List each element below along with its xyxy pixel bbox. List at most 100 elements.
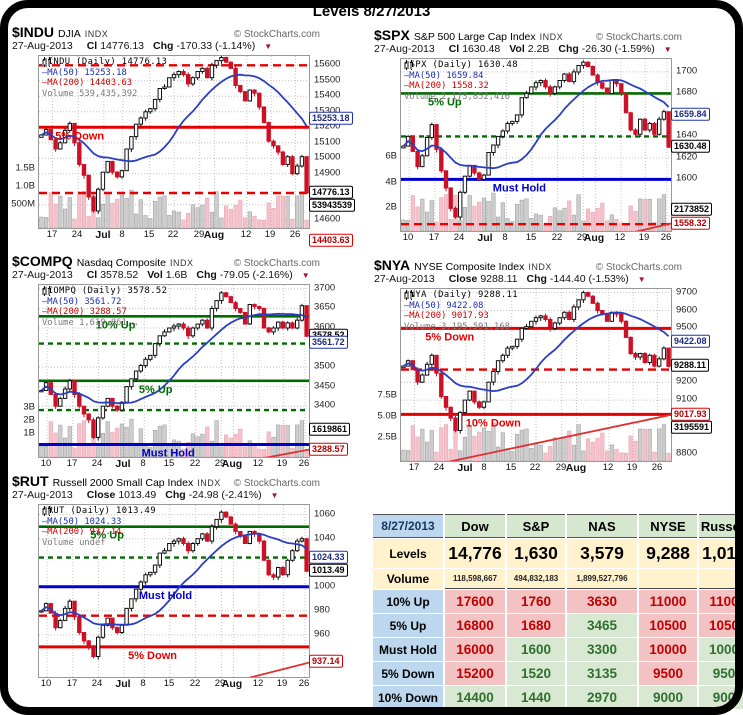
x-axis-tick: 26 [298, 458, 310, 469]
threshold-row: 5% Up 16800 1680 3465 10500 1050 [373, 614, 743, 637]
chg-dropdown-icon[interactable]: ▼ [264, 42, 273, 51]
threshold-value: 1000 [699, 638, 743, 661]
volume-axis-tick: 4B [385, 176, 397, 188]
chart-legend: $SPX (Daily) 1630.48 —MA(50) 1659.84 —MA… [404, 60, 518, 102]
legend-ma200: —MA(200) 937.14 [42, 527, 122, 538]
threshold-value: 1100 [699, 590, 743, 613]
volume-axis-tick: 1B [23, 427, 35, 439]
price-tag: 1619861 [309, 422, 351, 436]
price-volume-plot: 5% Down [39, 56, 309, 228]
x-axis-tick: 19 [638, 232, 650, 243]
close-value: 1013.49 [118, 489, 157, 501]
chart-quote-row: 27-Aug-2013 Close 9288.11 Chg -144.40 (-… [374, 273, 734, 288]
price-tag: 3195591 [671, 420, 713, 434]
quote-date: 27-Aug-2013 [12, 40, 73, 52]
chg-value: -24.98 (-2.41%) [188, 489, 262, 501]
x-axis-tick: 19 [276, 678, 288, 689]
price-axis-tick: 15000 [314, 151, 341, 163]
x-axis-tick: 8 [502, 232, 508, 243]
svg-text:Must Hold: Must Hold [139, 590, 192, 602]
row-label: Levels [373, 539, 443, 568]
volume-axis: 3B 2B 1B [12, 284, 38, 456]
plot-box: 5% Down 10% Down $NYA (Daily) 9288.11 —MA… [400, 288, 672, 462]
chg-label: Chg [558, 43, 579, 55]
price-axis-tick: 3450 [314, 380, 336, 392]
price-axis-tick: 1060 [314, 508, 336, 520]
plot-box: 5% Up Must Hold $SPX (Daily) 1630.48 —MA(… [400, 58, 672, 232]
close-value: 9288.11 [480, 273, 518, 285]
price-axis-tick: 8800 [676, 447, 698, 459]
threshold-row: 5% Down 15200 1520 3135 9500 950 [373, 662, 743, 685]
row-label: 5% Up [373, 614, 443, 637]
chg-dropdown-icon[interactable]: ▼ [637, 275, 646, 284]
close-label: Close [86, 489, 116, 501]
chart-symbol: $RUT [12, 473, 49, 489]
price-tag: 14776.13 [309, 185, 353, 199]
threshold-row: 10% Up 17600 1760 3630 11000 1100 [373, 590, 743, 613]
x-axis-tick: 22 [189, 458, 201, 469]
chg-dropdown-icon[interactable]: ▼ [663, 45, 672, 54]
chg-label: Chg [196, 269, 217, 281]
x-axis-tick: 15 [525, 232, 537, 243]
price-axis-tick: 3700 [314, 282, 336, 294]
table-header-row: 8/27/2013 Dow S&P NAS NYSE Russell [373, 514, 743, 538]
legend-ma50: —MA(50) 9422.08 [404, 300, 484, 311]
legend-volume: Volume 1,619,861,… [42, 287, 167, 329]
x-axis-tick: Jul [477, 232, 493, 244]
chart-nya: $NYA NYSE Composite Index INDX © StockCh… [374, 257, 734, 485]
price-axis-tick: 1640 [676, 129, 698, 141]
row-label: 10% Up [373, 590, 443, 613]
chg-dropdown-icon[interactable]: ▼ [270, 491, 279, 500]
x-axis-tick: 19 [264, 229, 276, 240]
x-axis-tick: 10 [402, 232, 414, 243]
x-axis-tick: 12 [252, 458, 264, 469]
x-axis-tick: 12 [252, 678, 264, 689]
x-axis-tick: 24 [433, 462, 445, 473]
price-tag: 15253.18 [309, 111, 353, 125]
price-tag: 9017.93 [671, 407, 710, 421]
page-title: Levels 8/27/2013 [312, 3, 431, 20]
svg-text:10% Down: 10% Down [466, 417, 521, 429]
threshold-value: 2970 [567, 686, 637, 709]
price-axis-tick: 1680 [676, 86, 698, 98]
volume-axis: 1.5B 1.0B 500M [11, 55, 38, 227]
volume-axis-tick: 500M [11, 198, 35, 210]
legend-ma50: —MA(50) 15253.18 [42, 67, 127, 78]
levels-grid: 8/27/2013 Dow S&P NAS NYSE Russell Levels 14,77… [371, 513, 743, 710]
chg-dropdown-icon[interactable]: ▼ [301, 271, 310, 280]
chart-legend: $INDU (Daily) 14776.13 —MA(50) 15253.18 … [42, 57, 167, 99]
price-axis-tick: 9500 [676, 321, 698, 333]
chart-quote-row: 27-Aug-2013 Cl 1630.48 Vol 2.2B Chg -26.3… [374, 43, 734, 58]
volume-axis: 7.5B 5.0B 2.5B [374, 288, 400, 460]
price-axis: 1060 1040 1000 980 960 1024.33 1013.49 937.14 [309, 504, 371, 690]
x-axis-tick: Aug [565, 462, 587, 474]
price-axis-tick: 15500 [314, 74, 341, 86]
quote-date: 27-Aug-2013 [12, 269, 73, 281]
level-value: 3,579 [567, 539, 637, 568]
price-axis-tick: 9700 [676, 286, 698, 298]
chart-exchange: INDX [169, 258, 194, 268]
legend-ma200: —MA(200) 3288.57 [42, 307, 127, 318]
price-tag: 937.14 [309, 654, 343, 668]
plot-area: 3B 2B 1B 10% Up 5% Up Must Hold $COMPQ (Dail… [12, 282, 372, 474]
chart-title-row: $RUT Russell 2000 Small Cap Index INDX ©… [12, 473, 372, 489]
threshold-row: 10% Down 14400 1440 2970 9000 900 [373, 686, 743, 709]
price-axis: 9700 9600 9500 9200 9100 8800 9422.08 9288.11 90… [671, 286, 733, 474]
chart-legend: $NYA (Daily) 9288.11 —MA(50) 9422.08 —MA… [404, 290, 518, 332]
legend-volume: Volume 539,435,392 [42, 58, 167, 100]
volume-axis-tick: 2.5B [377, 431, 397, 443]
x-axis-tick: 17 [428, 232, 440, 243]
chart-title-row: $INDU DJIA INDX © StockCharts.com [12, 24, 372, 40]
threshold-value: 1680 [507, 614, 565, 637]
threshold-value: 3300 [567, 638, 637, 661]
volume-axis-tick: 5.0B [377, 410, 397, 422]
x-axis-tick: 29 [193, 229, 205, 240]
threshold-value: 16000 [445, 638, 505, 661]
stockcharts-credit: © StockCharts.com [233, 29, 320, 40]
table-col-header: Russell [699, 514, 743, 538]
volume-value: 118,598,667 [445, 569, 505, 589]
price-axis-tick: 960 [314, 628, 330, 640]
x-axis-tick: 29 [214, 458, 226, 469]
date-axis: 10 17 24 Jul 8 15 22 29 Aug 12 19 26 [38, 458, 310, 472]
table-col-header: NYSE [639, 514, 697, 538]
